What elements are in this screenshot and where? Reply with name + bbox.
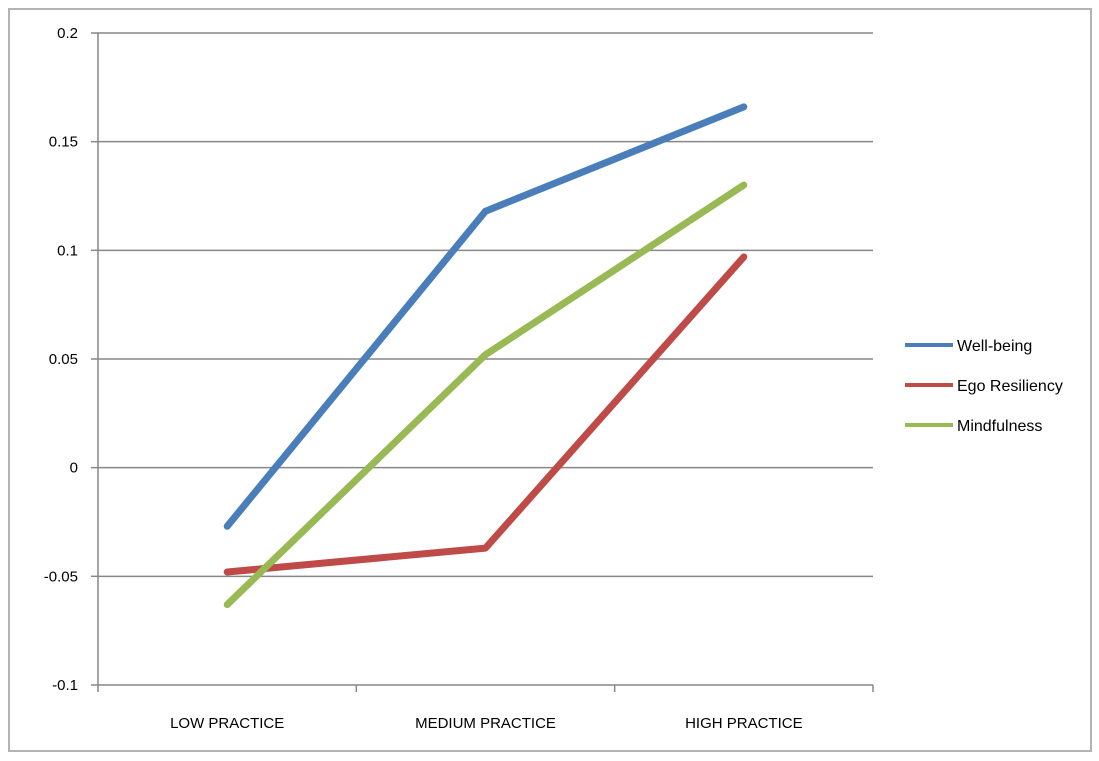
x-tick-label: HIGH PRACTICE [685,715,803,732]
legend-label: Well-being [957,338,1032,355]
y-tick-labels: -0.1 -0.05 0 0.05 0.1 0.15 0.2 [44,25,78,694]
gridlines [98,32,873,686]
series-lines [223,103,748,609]
legend-label: Mindfulness [957,418,1042,435]
x-tick-labels: LOW PRACTICE MEDIUM PRACTICE HIGH PRACTICE [170,715,803,732]
series-line-mindfulness [223,181,748,609]
y-tick-label: 0.2 [57,25,78,42]
y-tick-label: 0.05 [49,351,78,368]
axes [91,32,874,692]
series-line-well-being [223,103,748,530]
legend-label: Ego Resiliency [957,378,1063,395]
y-tick-label: 0 [70,460,78,477]
series-line-ego-resiliency [223,253,748,576]
y-tick-label: 0.15 [49,134,78,151]
y-tick-label: -0.05 [44,568,78,585]
y-tick-label: -0.1 [52,677,78,694]
x-tick-label: MEDIUM PRACTICE [415,715,556,732]
x-tick-label: LOW PRACTICE [170,715,284,732]
y-tick-label: 0.1 [57,242,78,259]
chart-border [8,8,1092,752]
legend: Well-being Ego Resiliency Mindfulness [905,338,1063,435]
